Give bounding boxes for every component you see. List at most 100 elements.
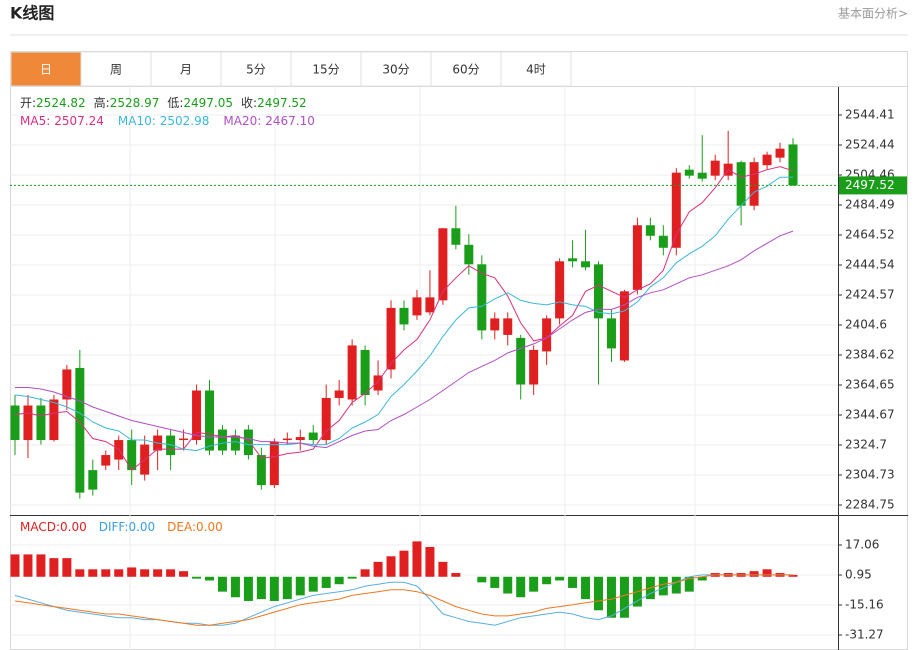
macd-bar <box>438 561 448 577</box>
macd-bar <box>88 569 98 577</box>
candle-body <box>762 154 772 166</box>
tab[interactable] <box>150 51 222 87</box>
macd-bar <box>10 554 20 577</box>
ohlc-label: 收: <box>241 96 257 110</box>
macd-bar <box>295 576 305 596</box>
legend-value: 0.00 <box>128 520 155 534</box>
candle-body <box>632 225 642 290</box>
y-tick-label: -31.27 <box>845 627 884 641</box>
candle-body <box>645 225 655 236</box>
tab[interactable] <box>80 51 152 87</box>
macd-bar <box>684 576 694 592</box>
tab-label[interactable]: 30分 <box>382 63 409 77</box>
tab-label[interactable]: 5分 <box>246 63 266 77</box>
macd-bar <box>49 558 59 577</box>
macd-bar <box>412 541 422 577</box>
candle-body <box>10 405 20 441</box>
candle-body <box>464 244 474 265</box>
tab[interactable] <box>500 51 572 87</box>
tab-label[interactable]: 月 <box>180 63 192 77</box>
y-tick-label: 2484.49 <box>845 197 895 211</box>
ma-line <box>15 230 794 449</box>
candle-body <box>619 291 629 361</box>
macd-bar <box>75 569 85 577</box>
macd-bar <box>256 576 266 600</box>
candle-body <box>490 318 500 331</box>
candle-body <box>36 405 46 441</box>
tab-label[interactable]: 60分 <box>452 63 479 77</box>
v-grid <box>129 87 696 650</box>
y-tick-label: 2324.7 <box>845 438 887 452</box>
candle-body <box>360 349 370 395</box>
tab-label[interactable]: 周 <box>110 63 122 77</box>
macd-bar <box>334 576 344 585</box>
candle-body <box>684 169 694 176</box>
tab-label[interactable]: 4时 <box>526 63 546 77</box>
legend-value: 0.00 <box>196 520 223 534</box>
tab-label[interactable]: 日 <box>40 63 52 77</box>
macd-line <box>14 574 793 626</box>
ohlc-value: 2524.82 <box>36 96 86 110</box>
macd-bar <box>594 576 603 611</box>
candle-body <box>568 258 578 262</box>
macd-bar <box>282 576 292 600</box>
y-tick-label: 17.06 <box>845 537 879 551</box>
legend-name: DEA: <box>167 520 196 534</box>
ohlc-value: 2497.52 <box>257 96 307 110</box>
macd-bar <box>140 569 150 577</box>
candle-body <box>555 261 565 319</box>
tab[interactable] <box>220 51 292 87</box>
legend-value: 2507.24 <box>54 114 104 128</box>
ohlc-value: 2528.97 <box>110 96 160 110</box>
chart-frame <box>10 51 908 650</box>
macd-bar <box>243 576 253 601</box>
candle-body <box>749 162 759 206</box>
candle-body <box>788 144 798 186</box>
ohlc-value: 2497.05 <box>183 96 233 110</box>
macd-bar <box>671 576 681 594</box>
macd-bar <box>36 554 46 577</box>
macd-bar <box>321 576 331 588</box>
tab[interactable] <box>360 51 432 87</box>
macd-bar <box>490 576 500 588</box>
candle-body <box>295 437 305 441</box>
legend-name: MA20: <box>223 114 261 128</box>
candle-body <box>373 375 383 391</box>
candle-body <box>308 432 318 441</box>
macd-bar <box>749 571 759 577</box>
macd-bar <box>542 576 552 585</box>
candle-body <box>516 337 526 385</box>
candle-body <box>736 162 746 206</box>
legend-value: 0.00 <box>60 520 87 534</box>
candle-body <box>321 397 331 441</box>
macd-bar <box>166 569 176 577</box>
macd-bar <box>568 576 578 588</box>
candle-body <box>581 261 591 268</box>
macd-bar <box>788 574 798 577</box>
last-price-label: 2497.52 <box>845 178 895 192</box>
legend-value: 2502.98 <box>160 114 210 128</box>
candle-body <box>425 297 435 313</box>
candle-body <box>179 438 189 441</box>
candle-body <box>256 455 266 486</box>
ohlc-label: 高: <box>94 95 110 110</box>
legend-name: MA5: <box>20 114 50 128</box>
macd-bar <box>503 576 513 594</box>
candle-body <box>88 470 98 490</box>
legend-name: MACD: <box>20 520 60 534</box>
y-tick-label: 2544.41 <box>845 107 895 121</box>
tab[interactable] <box>430 51 502 87</box>
candle-body <box>542 318 552 352</box>
candle-body <box>438 228 448 301</box>
tab[interactable] <box>290 51 362 87</box>
y-tick-label: 2384.62 <box>845 348 895 362</box>
y-tick-label: 2344.67 <box>845 408 895 422</box>
candle-body <box>243 429 253 456</box>
tab-label[interactable]: 15分 <box>312 63 339 77</box>
macd-bar <box>762 569 772 577</box>
macd-bar <box>425 546 435 577</box>
fundamental-link[interactable]: 基本面分析> <box>838 7 908 21</box>
page-title: K线图 <box>10 4 54 23</box>
ma-line <box>14 166 794 471</box>
